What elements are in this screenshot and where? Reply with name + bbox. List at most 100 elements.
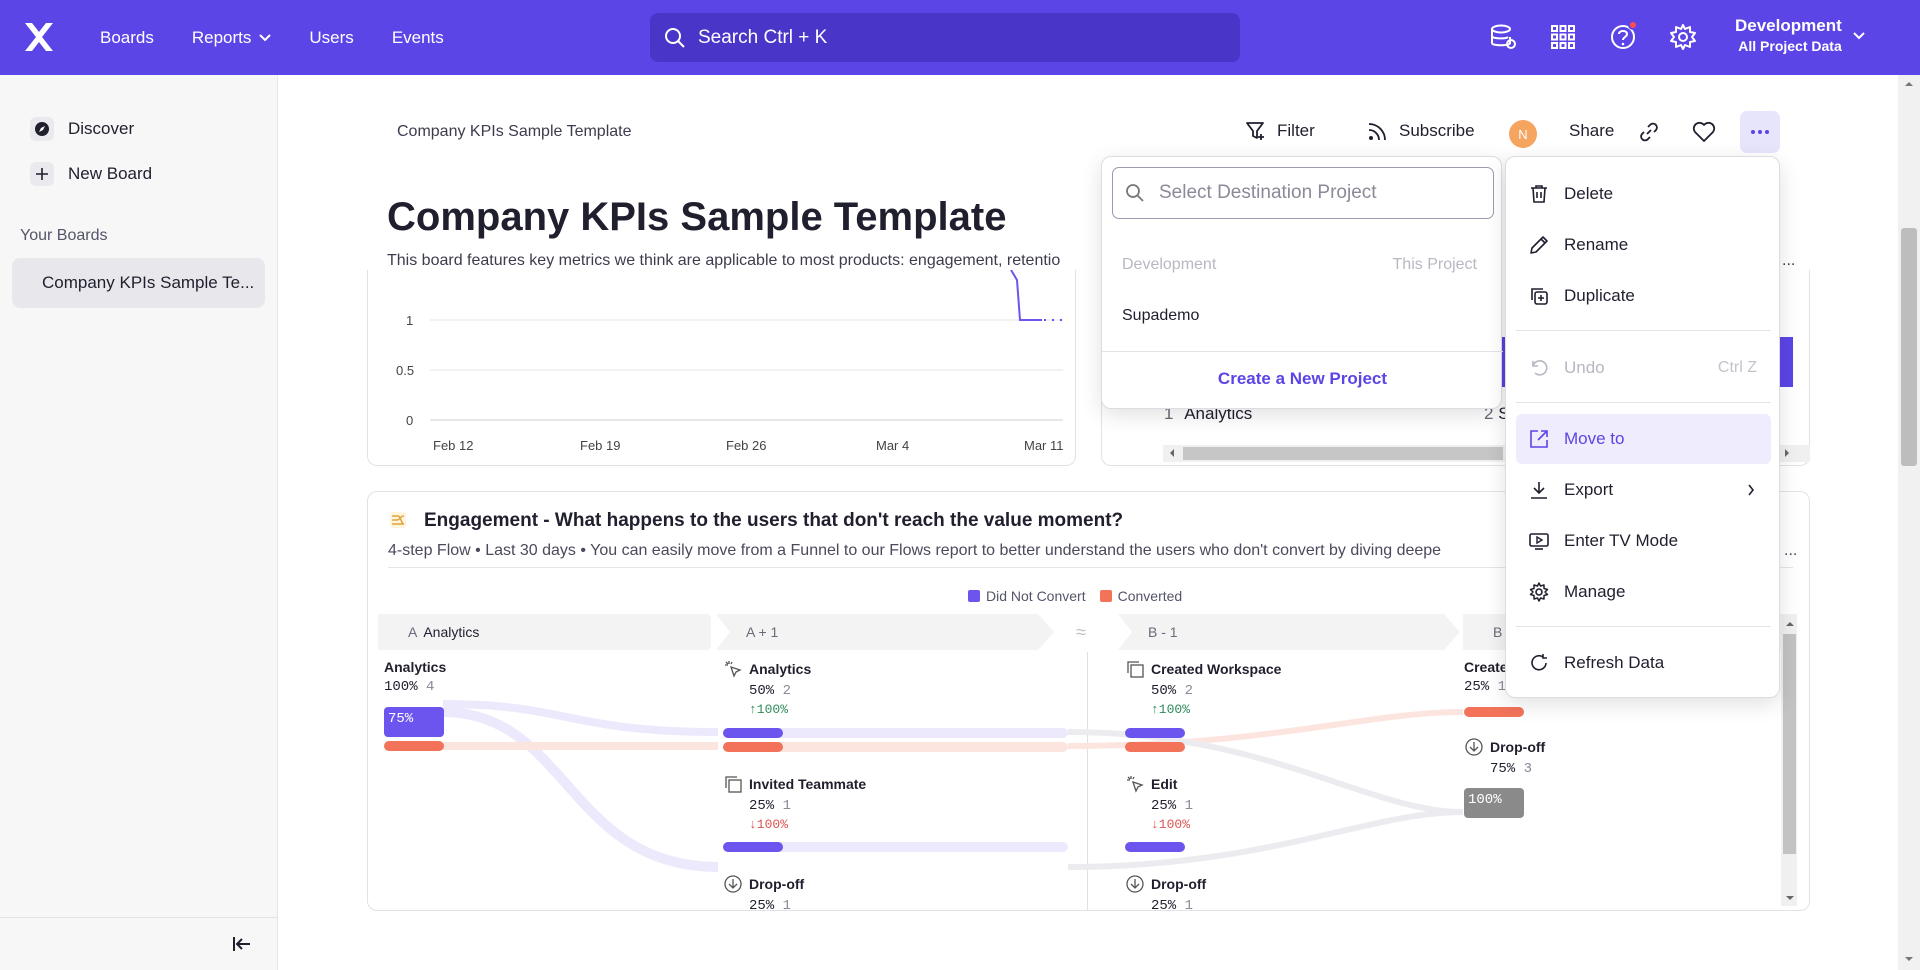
sidebar-board-label: Company KPIs Sample Te... — [42, 273, 255, 292]
y-tick-label: 0.5 — [396, 363, 415, 378]
your-boards-heading: Your Boards — [20, 227, 108, 244]
project-option-supademo[interactable]: Supademo — [1122, 307, 1199, 325]
flows-subtitle: 4-step Flow • Last 30 days • You can eas… — [388, 542, 1442, 559]
tv-icon — [1529, 533, 1549, 550]
menu-item-enter-tv-mode[interactable]: Enter TV Mode — [1516, 516, 1771, 566]
node-count: 4 — [426, 679, 435, 695]
page-scrollbar-thumb[interactable] — [1901, 228, 1917, 466]
scroll-down-icon[interactable] — [1785, 894, 1795, 902]
flow-node-dropoff-a1[interactable]: Drop-off 25% 1 — [723, 874, 804, 910]
scroll-left-icon[interactable] — [1168, 448, 1176, 458]
flows-subtitle-ellipsis[interactable]: ... — [1784, 542, 1798, 559]
scroll-up-icon[interactable] — [1904, 80, 1914, 88]
step-header-a-plus-1[interactable]: A + 1 — [716, 614, 1054, 650]
nav-boards[interactable]: Boards — [100, 28, 154, 48]
nav-events[interactable]: Events — [392, 28, 444, 48]
converted-bar[interactable] — [1464, 707, 1524, 717]
pill-label: 75% — [388, 711, 414, 727]
sidebar-item-new-board[interactable]: New Board — [30, 162, 152, 186]
did-not-convert-bar[interactable] — [723, 842, 783, 852]
menu-divider — [1516, 330, 1771, 331]
did-not-convert-bar[interactable] — [1125, 842, 1185, 852]
sidebar: Discover New Board Your Boards Company K… — [0, 75, 278, 970]
flow-node-invited-teammate[interactable]: Invited Teammate 25% 1 ↓100% — [723, 774, 866, 832]
sidebar-item-label: Discover — [68, 119, 135, 138]
sidebar-board-item[interactable]: Company KPIs Sample Te... — [12, 258, 265, 308]
pill-label: 100% — [1468, 792, 1502, 808]
did-not-convert-bar[interactable] — [723, 728, 783, 738]
flow-node-edit[interactable]: Edit 25% 1 ↓100% — [1125, 774, 1193, 832]
flow-node-dropoff-b1[interactable]: Drop-off 25% 1 — [1125, 874, 1206, 910]
destination-project-search-input[interactable]: Select Destination Project — [1112, 167, 1494, 219]
row-index: 2 — [1484, 404, 1494, 423]
nav-reports[interactable]: Reports — [192, 28, 272, 48]
heart-icon[interactable] — [1692, 121, 1716, 143]
flow-node-analytics-a[interactable]: Analytics 100% 4 — [384, 659, 446, 695]
converted-bar[interactable] — [1125, 742, 1185, 752]
scroll-right-icon[interactable] — [1783, 448, 1791, 458]
board-description-ellipsis[interactable]: ... — [1782, 252, 1796, 269]
menu-item-move-to[interactable]: Move to — [1516, 414, 1771, 464]
flow-node-created-b[interactable]: Create 25% 1 — [1464, 659, 1508, 695]
more-options-button[interactable] — [1740, 111, 1780, 153]
mixpanel-logo-icon[interactable] — [22, 20, 56, 54]
flows-legend: Did Not Convert Converted — [968, 588, 1182, 604]
menu-item-export[interactable]: Export — [1516, 465, 1771, 515]
menu-item-rename[interactable]: Rename — [1516, 220, 1771, 270]
legend-label: Did Not Convert — [986, 588, 1086, 604]
chevron-down-icon[interactable] — [1852, 31, 1866, 41]
notification-dot — [1628, 20, 1638, 30]
menu-item-delete[interactable]: Delete — [1516, 169, 1771, 219]
x-tick-label: Feb 26 — [726, 438, 767, 453]
node-change: ↓100% — [749, 817, 789, 832]
scrollbar-thumb[interactable] — [1183, 447, 1503, 460]
link-icon[interactable] — [1638, 121, 1660, 143]
flow-node-analytics-a1[interactable]: Analytics 50% 2 ↑100% — [723, 659, 811, 717]
nav-events-label: Events — [391, 27, 444, 47]
collapse-sidebar-icon[interactable] — [232, 935, 252, 953]
gear-icon[interactable] — [1668, 22, 1698, 52]
apps-grid-icon[interactable] — [1548, 22, 1578, 52]
global-search-input[interactable]: Search Ctrl + K — [650, 13, 1240, 62]
node-count: 2 — [782, 683, 792, 699]
nav-users[interactable]: Users — [309, 28, 353, 48]
project-switcher[interactable]: Development All Project Data — [1735, 16, 1842, 54]
scrollbar-thumb[interactable] — [1783, 634, 1796, 854]
arrow-down-circle-icon — [1465, 738, 1483, 756]
pencil-icon — [1530, 236, 1548, 254]
page-scrollbar[interactable] — [1898, 75, 1920, 970]
legend-item-converted[interactable]: Converted — [1099, 588, 1182, 604]
scroll-down-icon[interactable] — [1904, 955, 1914, 963]
subscribe-button[interactable]: Subscribe — [1367, 120, 1475, 142]
flow-node-dropoff-b[interactable]: Drop-off 75% 3 — [1464, 737, 1545, 777]
sidebar-item-discover[interactable]: Discover — [30, 117, 134, 141]
scroll-up-icon[interactable] — [1785, 620, 1795, 628]
project-name: Development — [1735, 16, 1842, 35]
menu-item-manage[interactable]: Manage — [1516, 567, 1771, 617]
step-letter: A + 1 — [746, 624, 779, 640]
step-header-a[interactable]: A Analytics — [378, 614, 711, 650]
menu-item-refresh-data[interactable]: Refresh Data — [1516, 638, 1771, 688]
node-count: 1 — [1497, 679, 1507, 695]
node-bar-pill[interactable]: 75% — [384, 707, 444, 737]
duplicate-icon — [1531, 288, 1548, 305]
menu-item-duplicate[interactable]: Duplicate — [1516, 271, 1771, 321]
help-icon[interactable] — [1608, 20, 1638, 52]
avatar[interactable]: N — [1509, 120, 1537, 148]
database-settings-icon[interactable] — [1488, 22, 1518, 52]
node-bar-pill[interactable]: 100% — [1464, 788, 1524, 818]
node-name: Drop-off — [1490, 739, 1546, 755]
step-header-b-minus-1[interactable]: B - 1 — [1118, 614, 1460, 650]
row-index: 1 — [1164, 404, 1174, 423]
board-options-menu: Delete Rename Duplicate Undo Ctrl Z Move… — [1505, 156, 1780, 698]
flows-title[interactable]: Engagement - What happens to the users t… — [424, 510, 1124, 531]
create-new-project-button[interactable]: Create a New Project — [1217, 369, 1388, 388]
filter-button[interactable]: Filter — [1245, 120, 1315, 142]
bar-track — [723, 742, 1068, 752]
did-not-convert-bar[interactable] — [1125, 728, 1185, 738]
converted-bar[interactable] — [723, 742, 783, 752]
legend-item-did-not-convert[interactable]: Did Not Convert — [968, 588, 1086, 604]
flow-node-created-workspace[interactable]: Created Workspace 50% 2 ↑100% — [1125, 659, 1281, 717]
share-button[interactable]: Share — [1569, 121, 1614, 141]
node-percent: 75% — [1490, 761, 1516, 777]
